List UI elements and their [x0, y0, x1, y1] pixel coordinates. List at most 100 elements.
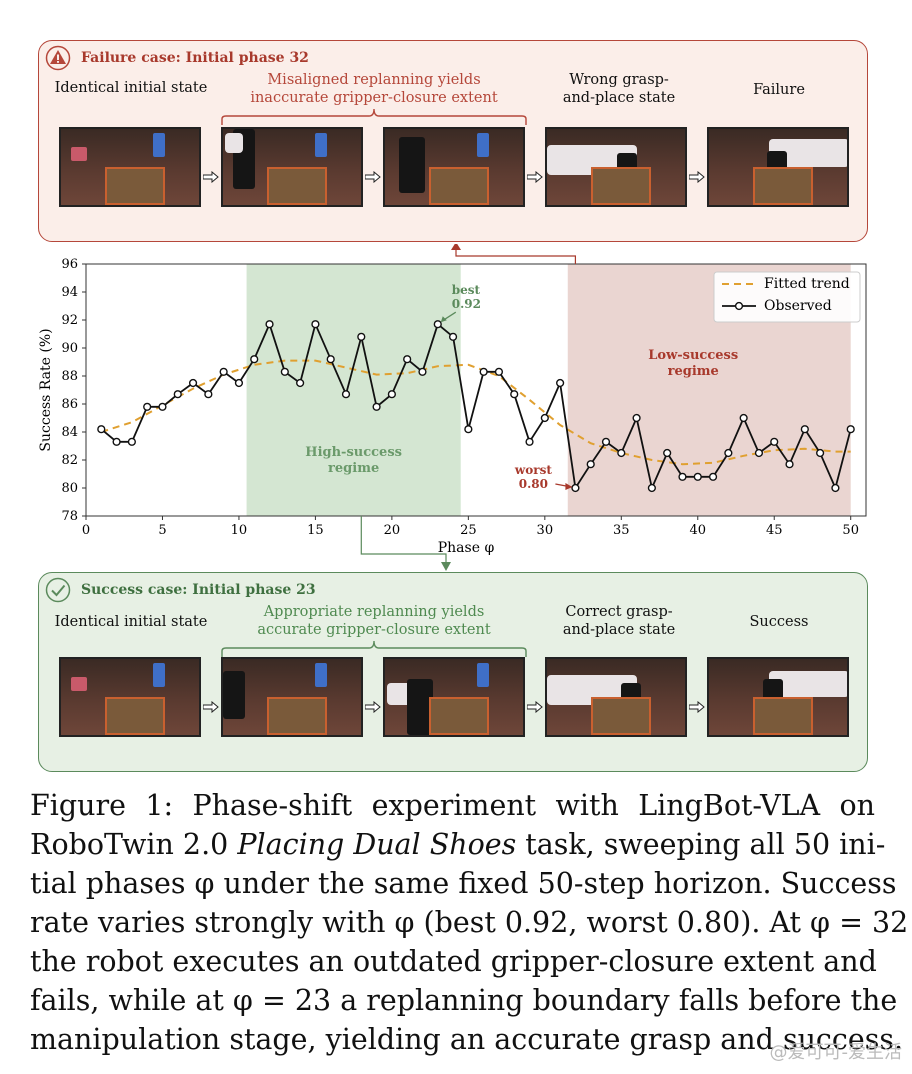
x-tick-label: 45	[766, 523, 783, 538]
observed-point	[816, 448, 825, 458]
observed-point	[571, 483, 580, 493]
annotation-worst-arrowhead	[565, 483, 573, 490]
success-mid-label: Appropriate replanning yields accurate g…	[229, 603, 519, 639]
annotation-worst-value: 0.80	[519, 477, 548, 491]
annotation-best-arrowhead	[440, 316, 447, 323]
observed-point	[280, 367, 289, 376]
x-tick-label: 0	[82, 523, 90, 538]
success-frame-3	[383, 657, 525, 737]
success-frame-1	[59, 657, 201, 737]
observed-point	[372, 402, 381, 411]
success-arrow-3	[527, 701, 543, 713]
y-tick-label: 80	[61, 481, 78, 496]
legend-trend-label: Fitted trend	[764, 276, 850, 292]
caption-line-7: manipulation stage, yielding an accurate…	[30, 1023, 904, 1056]
y-tick-label: 84	[61, 425, 78, 440]
annotation-worst-label: worst	[514, 463, 552, 477]
observed-point	[448, 332, 458, 341]
observed-point	[800, 425, 809, 434]
y-tick-label: 92	[61, 313, 78, 328]
failure-label-4-line1: Wrong grasp-	[569, 72, 669, 88]
observed-point	[418, 367, 427, 376]
observed-point	[265, 320, 274, 329]
success-label-outcome: Success	[749, 614, 809, 630]
caption-task-name: Placing Dual Shoes	[237, 828, 517, 861]
failure-frame-4	[545, 127, 687, 207]
observed-point	[326, 355, 335, 364]
x-tick-label: 50	[842, 523, 859, 538]
regime-label-2-line2: regime	[668, 364, 719, 379]
figure-caption: Figure 1: Phase-shift experiment with Li…	[30, 786, 908, 1059]
caption-line-2c: task, sweeping all 50 ini-	[516, 828, 886, 861]
success-label-4-line2: and-place state	[562, 622, 676, 638]
success-label-4-line1: Correct grasp-	[565, 604, 673, 620]
failure-frame-1	[59, 127, 201, 207]
failure-case-panel: Failure case: Initial phase 32 Identical…	[38, 40, 868, 242]
failure-arrow-2	[365, 171, 381, 183]
observed-point	[464, 425, 473, 434]
success-frame-5	[707, 657, 849, 737]
failure-frame-2	[221, 127, 363, 207]
failure-arrow-3	[527, 171, 543, 183]
success-arrow-1	[203, 701, 219, 713]
annotation-best-value: 0.92	[452, 297, 481, 311]
y-tick-label: 82	[61, 453, 78, 468]
y-tick-label: 94	[61, 285, 78, 300]
observed-point	[403, 355, 412, 364]
observed-point	[846, 425, 855, 434]
success-brace	[221, 640, 527, 657]
regime-label-2: Low-success	[648, 348, 738, 363]
connector-failure-arrowhead	[451, 244, 461, 250]
failure-brace	[221, 108, 527, 125]
connector-failure	[455, 246, 577, 264]
observed-point	[127, 437, 136, 446]
observed-point	[112, 437, 121, 446]
y-axis-label: Success Rate (%)	[38, 328, 54, 451]
observed-point	[831, 483, 840, 493]
observed-point	[708, 472, 718, 481]
legend-observed-label: Observed	[764, 298, 832, 314]
success-arrow-4	[689, 701, 705, 713]
success-label-correct-grasp: Correct grasp- and-place state	[544, 603, 694, 639]
success-mid-line2: accurate gripper-closure extent	[257, 622, 491, 638]
observed-point	[693, 472, 702, 481]
observed-point	[510, 390, 519, 399]
plot-frame	[85, 263, 867, 517]
y-tick-label: 86	[61, 397, 78, 412]
x-tick-label: 30	[537, 523, 554, 538]
caption-line-4: rate varies strongly with φ (best 0.92, …	[30, 906, 909, 939]
failure-mid-line2: inaccurate gripper-closure extent	[250, 90, 498, 106]
observed-point	[739, 413, 748, 423]
observed-point	[525, 437, 534, 446]
observed-point	[632, 413, 641, 423]
caption-line-1: Figure 1: Phase-shift experiment with Li…	[30, 789, 875, 822]
observed-point	[770, 437, 779, 446]
y-tick-label: 78	[61, 509, 78, 524]
x-tick-label: 25	[460, 523, 477, 538]
observed-point	[234, 378, 244, 388]
observed-point	[556, 378, 565, 388]
observed-point	[433, 320, 442, 329]
observed-point	[754, 448, 764, 458]
y-tick-label: 96	[61, 257, 78, 272]
observed-point	[479, 367, 488, 376]
failure-arrow-4	[689, 171, 705, 183]
observed-point	[341, 390, 351, 399]
x-tick-label: 15	[307, 523, 324, 538]
success-frame-4	[545, 657, 687, 737]
observed-point	[785, 460, 794, 469]
success-case-panel: Success case: Initial phase 23 Identical…	[38, 572, 868, 772]
success-panel-title: Success case: Initial phase 23	[81, 582, 316, 598]
observed-point	[494, 367, 504, 376]
observed-point	[97, 425, 106, 434]
x-tick-label: 35	[613, 523, 630, 538]
observed-point	[143, 402, 152, 411]
regime-label-1-line2: regime	[328, 461, 379, 476]
caption-line-2: RoboTwin 2.0 Placing Dual Shoes task, sw…	[30, 828, 885, 861]
observed-point	[158, 402, 167, 411]
failure-arrow-1	[203, 171, 219, 183]
observed-point	[173, 390, 182, 399]
y-tick-label: 90	[61, 341, 78, 356]
observed-point	[601, 437, 611, 446]
